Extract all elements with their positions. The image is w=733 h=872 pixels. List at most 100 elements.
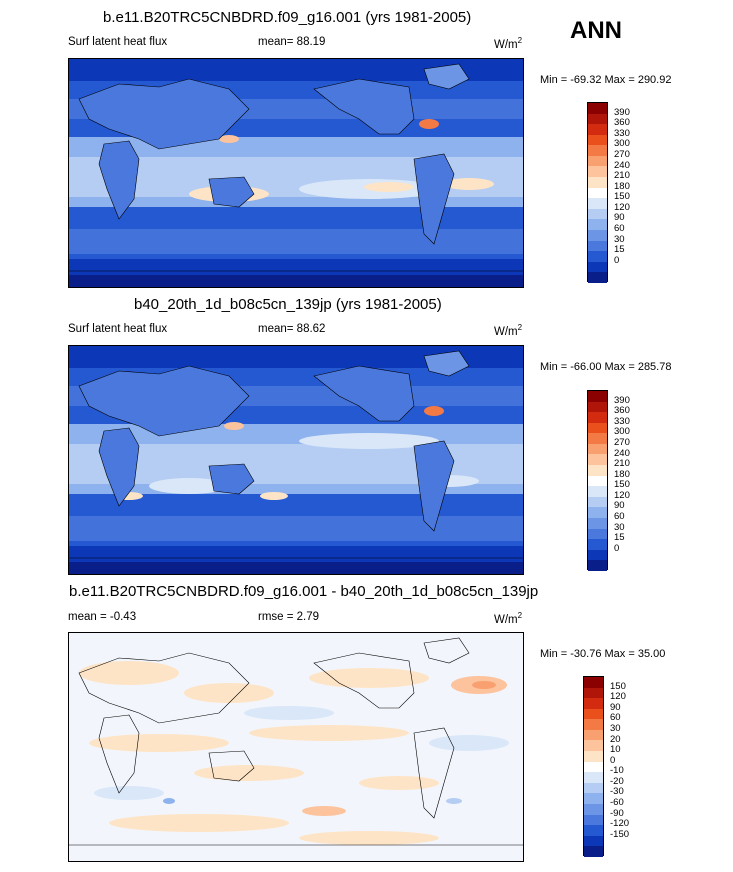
panel-1-title: b.e11.B20TRC5CNBDRD.f09_g16.001 (yrs 198…: [103, 9, 472, 26]
colorbar-tick-label: 180: [614, 468, 630, 480]
colorbar-tick-label: 180: [614, 180, 630, 192]
colorbar-tick-label: 240: [614, 447, 630, 459]
colorbar-segment: [584, 835, 603, 847]
colorbar-tick-label: 30: [614, 521, 625, 533]
colorbar-segment: [588, 145, 607, 156]
colorbar-segment: [588, 134, 607, 146]
colorbar-segment: [584, 846, 603, 857]
colorbar-segment: [588, 391, 607, 402]
colorbar-segment: [584, 825, 603, 836]
panel-2-units: W/m2: [494, 323, 523, 338]
colorbar-segment: [588, 219, 607, 230]
panel-1-variable-label: Surf latent heat flux: [68, 36, 168, 48]
colorbar-tick-label: 60: [610, 712, 621, 724]
colorbar-segment: [588, 539, 607, 550]
panel-1-units: W/m2: [494, 36, 523, 51]
panel-2-mean-label: mean= 88.62: [258, 323, 326, 335]
colorbar-segment: [584, 814, 603, 826]
colorbar-tick-label: 0: [614, 542, 620, 554]
colorbar-tick-label: 210: [614, 458, 630, 470]
colorbar-tick-label: 390: [614, 106, 630, 118]
colorbar-segment: [588, 251, 607, 262]
colorbar-segment: [588, 412, 607, 423]
colorbar-tick-label: -150: [610, 828, 630, 840]
colorbar-tick-label: 120: [610, 691, 626, 703]
colorbar-segment: [584, 782, 603, 794]
colorbar-segment: [588, 422, 607, 434]
colorbar-segment: [588, 261, 607, 273]
colorbar-tick-label: 60: [614, 223, 625, 235]
colorbar-segment: [584, 751, 603, 762]
colorbar-segment: [588, 198, 607, 209]
colorbar-segment: [584, 687, 603, 699]
colorbar-tick-label: 90: [610, 701, 621, 713]
panel-1-map-svg: [69, 59, 523, 287]
colorbar-tick-label: 0: [614, 254, 620, 266]
colorbar-tick-label: 10: [610, 744, 621, 756]
colorbar-segment: [584, 729, 603, 741]
colorbar-tick-label: 30: [614, 233, 625, 245]
colorbar-segment: [584, 761, 603, 773]
colorbar-tick-label: -90: [610, 807, 624, 819]
panel-2-minmax: Min = -66.00 Max = 285.78: [540, 361, 672, 373]
colorbar-tick-label: 360: [614, 117, 630, 129]
colorbar-segment: [588, 465, 607, 476]
panel-1-mean-label: mean= 88.19: [258, 36, 326, 48]
panel-3-map: [68, 632, 524, 862]
panel-2-variable-label: Surf latent heat flux: [68, 323, 168, 335]
colorbar-segment: [588, 208, 607, 220]
colorbar-tick-label: 300: [614, 138, 630, 150]
colorbar-segment: [588, 496, 607, 508]
colorbar-tick-label: -30: [610, 786, 624, 798]
colorbar-segment: [588, 443, 607, 455]
colorbar-tick-label: 15: [614, 244, 625, 256]
colorbar-tick-label: -120: [610, 818, 630, 830]
colorbar-tick-label: 240: [614, 159, 630, 171]
colorbar-tick-label: 150: [610, 680, 626, 692]
colorbar-segment: [588, 454, 607, 466]
colorbar-segment: [584, 677, 603, 688]
colorbar-segment: [584, 772, 603, 783]
colorbar-tick-label: 210: [614, 170, 630, 182]
colorbar-tick-label: 0: [610, 754, 616, 766]
colorbar-segment: [588, 272, 607, 283]
colorbar-tick-label: 90: [614, 212, 625, 224]
colorbar-segment: [588, 486, 607, 497]
colorbar-segment: [588, 155, 607, 167]
colorbar-segment: [588, 124, 607, 135]
colorbar-tick-label: 270: [614, 148, 630, 160]
panel-2-colorbar: [587, 390, 608, 571]
panel-1-minmax: Min = -69.32 Max = 290.92: [540, 74, 672, 86]
colorbar-segment: [588, 517, 607, 529]
colorbar-segment: [584, 803, 603, 815]
colorbar-tick-label: 360: [614, 405, 630, 417]
colorbar-segment: [588, 240, 607, 252]
panel-1-colorbar: [587, 102, 608, 283]
colorbar-tick-label: 300: [614, 426, 630, 438]
colorbar-segment: [588, 166, 607, 178]
panel-2-map: [68, 345, 524, 575]
colorbar-segment: [584, 719, 603, 730]
panel-3-rmse-label: rmse = 2.79: [258, 611, 320, 623]
colorbar-segment: [588, 560, 607, 571]
colorbar-segment: [588, 433, 607, 444]
colorbar-tick-label: 390: [614, 394, 630, 406]
colorbar-segment: [588, 103, 607, 114]
colorbar-tick-label: 15: [614, 532, 625, 544]
colorbar-segment: [584, 793, 603, 804]
colorbar-tick-label: 330: [614, 127, 630, 139]
colorbar-segment: [584, 740, 603, 752]
colorbar-tick-label: -60: [610, 797, 624, 809]
colorbar-tick-label: 20: [610, 733, 621, 745]
colorbar-segment: [588, 187, 607, 199]
panel-3-title: b.e11.B20TRC5CNBDRD.f09_g16.001 - b40_20…: [69, 583, 539, 600]
colorbar-tick-label: 30: [610, 722, 621, 734]
colorbar-segment: [588, 475, 607, 487]
colorbar-segment: [588, 549, 607, 561]
colorbar-tick-label: 90: [614, 500, 625, 512]
panel-3-mean-label: mean = -0.43: [68, 611, 137, 623]
colorbar-tick-label: 330: [614, 415, 630, 427]
panel-3-colorbar: [583, 676, 604, 857]
panel-1-map: [68, 58, 524, 288]
colorbar-segment: [588, 229, 607, 241]
